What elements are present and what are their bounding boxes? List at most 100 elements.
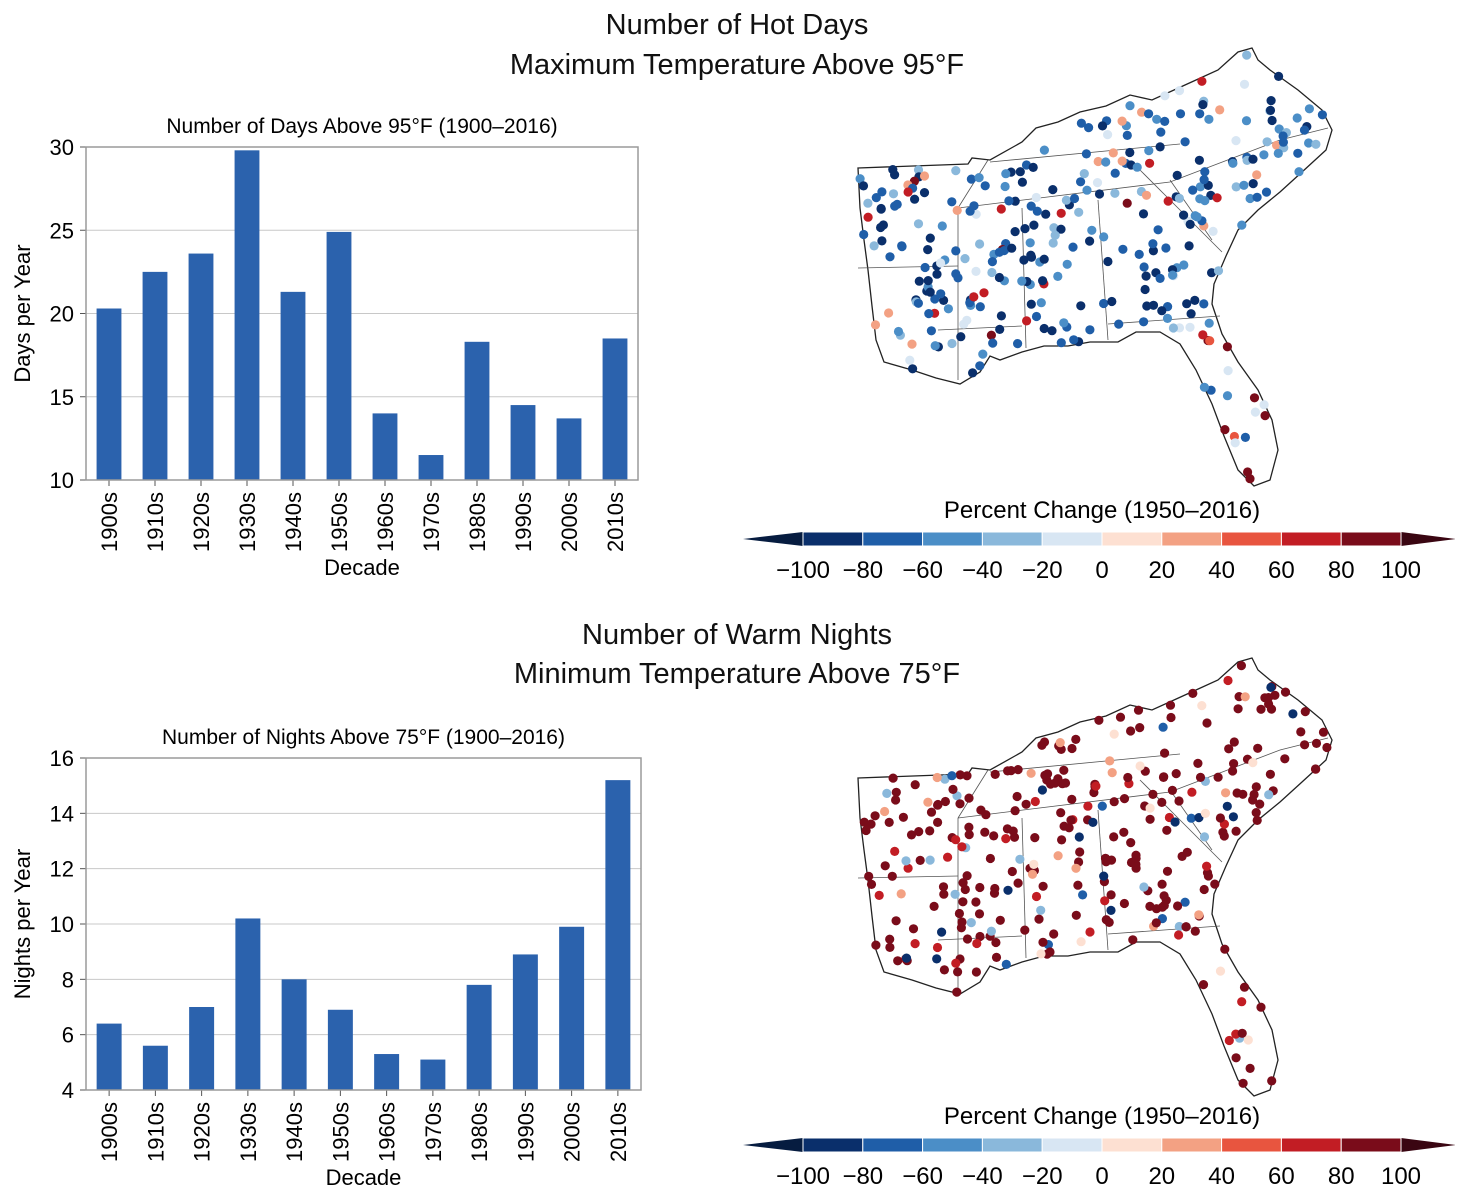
station-dot bbox=[1198, 980, 1209, 990]
station-dot bbox=[1019, 255, 1029, 265]
y-tick-label: 15 bbox=[50, 385, 74, 410]
station-dot bbox=[930, 294, 940, 304]
station-dot bbox=[929, 901, 939, 911]
station-dot bbox=[987, 257, 997, 267]
station-dot bbox=[1055, 738, 1065, 748]
station-dot bbox=[1064, 823, 1074, 833]
chart-title: Number of Nights Above 75°F (1900–2016) bbox=[162, 726, 565, 749]
station-dot bbox=[1167, 785, 1177, 795]
station-dot bbox=[1199, 299, 1209, 309]
station-dot bbox=[1318, 727, 1329, 737]
bar-1940s bbox=[281, 979, 307, 1090]
station-dot bbox=[972, 938, 982, 949]
station-dot bbox=[986, 330, 996, 340]
station-dot bbox=[1187, 787, 1197, 797]
x-tick-label: 1940s bbox=[281, 492, 306, 552]
station-dot bbox=[990, 769, 1000, 779]
legend-tick-label: −20 bbox=[1022, 1163, 1063, 1190]
station-dot bbox=[971, 967, 981, 977]
station-dot bbox=[1230, 438, 1240, 448]
station-dot bbox=[1222, 801, 1232, 811]
station-dot bbox=[964, 822, 974, 832]
x-tick-label: 1930s bbox=[236, 1102, 261, 1162]
station-dot bbox=[1259, 150, 1269, 160]
station-dot bbox=[962, 315, 972, 325]
y-tick-label: 20 bbox=[50, 302, 74, 327]
station-dot bbox=[884, 817, 894, 827]
station-dot bbox=[877, 236, 887, 246]
station-dot bbox=[1166, 712, 1176, 723]
station-dot bbox=[1228, 158, 1238, 168]
station-dot bbox=[885, 942, 895, 952]
station-dot bbox=[1039, 323, 1049, 334]
station-dot bbox=[1013, 339, 1023, 349]
station-dot bbox=[1259, 400, 1269, 410]
station-dot bbox=[1241, 116, 1252, 126]
station-dot bbox=[1007, 866, 1017, 877]
station-dot bbox=[1141, 190, 1152, 200]
station-dot bbox=[990, 883, 1000, 894]
station-dot bbox=[1059, 318, 1069, 328]
station-dot bbox=[1242, 50, 1252, 60]
station-dot bbox=[1239, 79, 1250, 89]
station-dot bbox=[1233, 704, 1243, 714]
station-dot bbox=[939, 889, 949, 899]
legend-swatch bbox=[922, 1137, 983, 1153]
station-dot bbox=[1198, 100, 1208, 110]
station-dot bbox=[1099, 232, 1109, 242]
station-dot bbox=[1264, 790, 1274, 800]
station-dot bbox=[1066, 815, 1076, 825]
x-tick-label: 1910s bbox=[143, 1102, 168, 1162]
station-dot bbox=[1079, 169, 1089, 179]
legend-tick-label: 80 bbox=[1328, 1163, 1355, 1190]
station-dot bbox=[926, 807, 937, 817]
warm-nights-color-legend: Percent Change (1950–2016) −100 −80 −60 −40−… bbox=[743, 1103, 1455, 1190]
station-dot bbox=[891, 795, 901, 805]
station-dot bbox=[1114, 319, 1124, 329]
station-dot bbox=[954, 908, 964, 919]
legend-tick-label: 100 bbox=[1381, 1163, 1421, 1190]
station-dot bbox=[1156, 127, 1166, 137]
station-dot bbox=[1165, 700, 1176, 710]
station-dot bbox=[1028, 162, 1038, 172]
legend-swatch bbox=[981, 531, 1043, 547]
hot-days-bar-chart: Number of Days Above 95°F (1900–2016) 10 1… bbox=[10, 115, 639, 580]
station-dot bbox=[1168, 270, 1178, 280]
station-dot bbox=[1160, 91, 1170, 101]
station-dot bbox=[1135, 723, 1145, 733]
station-dot bbox=[1087, 225, 1097, 235]
station-dot bbox=[1193, 758, 1203, 768]
station-dot bbox=[1262, 137, 1272, 147]
station-dot bbox=[1050, 230, 1060, 240]
station-dot bbox=[966, 918, 976, 928]
station-dot bbox=[964, 830, 974, 840]
station-dot bbox=[1107, 296, 1117, 307]
station-dot bbox=[978, 349, 988, 359]
station-dot bbox=[1007, 243, 1017, 253]
station-dot bbox=[1213, 266, 1224, 276]
station-dot bbox=[1251, 782, 1261, 792]
station-dot bbox=[1220, 944, 1230, 954]
station-dot bbox=[995, 915, 1005, 925]
station-dot bbox=[1144, 146, 1154, 156]
station-dot bbox=[1032, 206, 1042, 216]
station-dot bbox=[907, 339, 917, 349]
station-dot bbox=[1266, 682, 1276, 692]
station-dot bbox=[1174, 921, 1184, 932]
station-dot bbox=[1237, 220, 1247, 230]
station-dot bbox=[1213, 772, 1223, 782]
station-dot bbox=[1134, 249, 1144, 259]
station-dot bbox=[863, 212, 873, 222]
station-dot bbox=[940, 796, 950, 807]
station-dot bbox=[1267, 115, 1277, 126]
station-dot bbox=[974, 173, 984, 183]
x-tick-label: 2010s bbox=[603, 492, 628, 552]
plot-frame bbox=[85, 146, 639, 481]
station-dot bbox=[1015, 854, 1025, 864]
station-dot bbox=[920, 262, 930, 273]
station-dot bbox=[1317, 110, 1327, 120]
station-dot bbox=[1030, 833, 1040, 843]
legend-swatch bbox=[1221, 1137, 1282, 1153]
station-dot bbox=[1172, 170, 1182, 180]
station-dot bbox=[877, 187, 887, 197]
